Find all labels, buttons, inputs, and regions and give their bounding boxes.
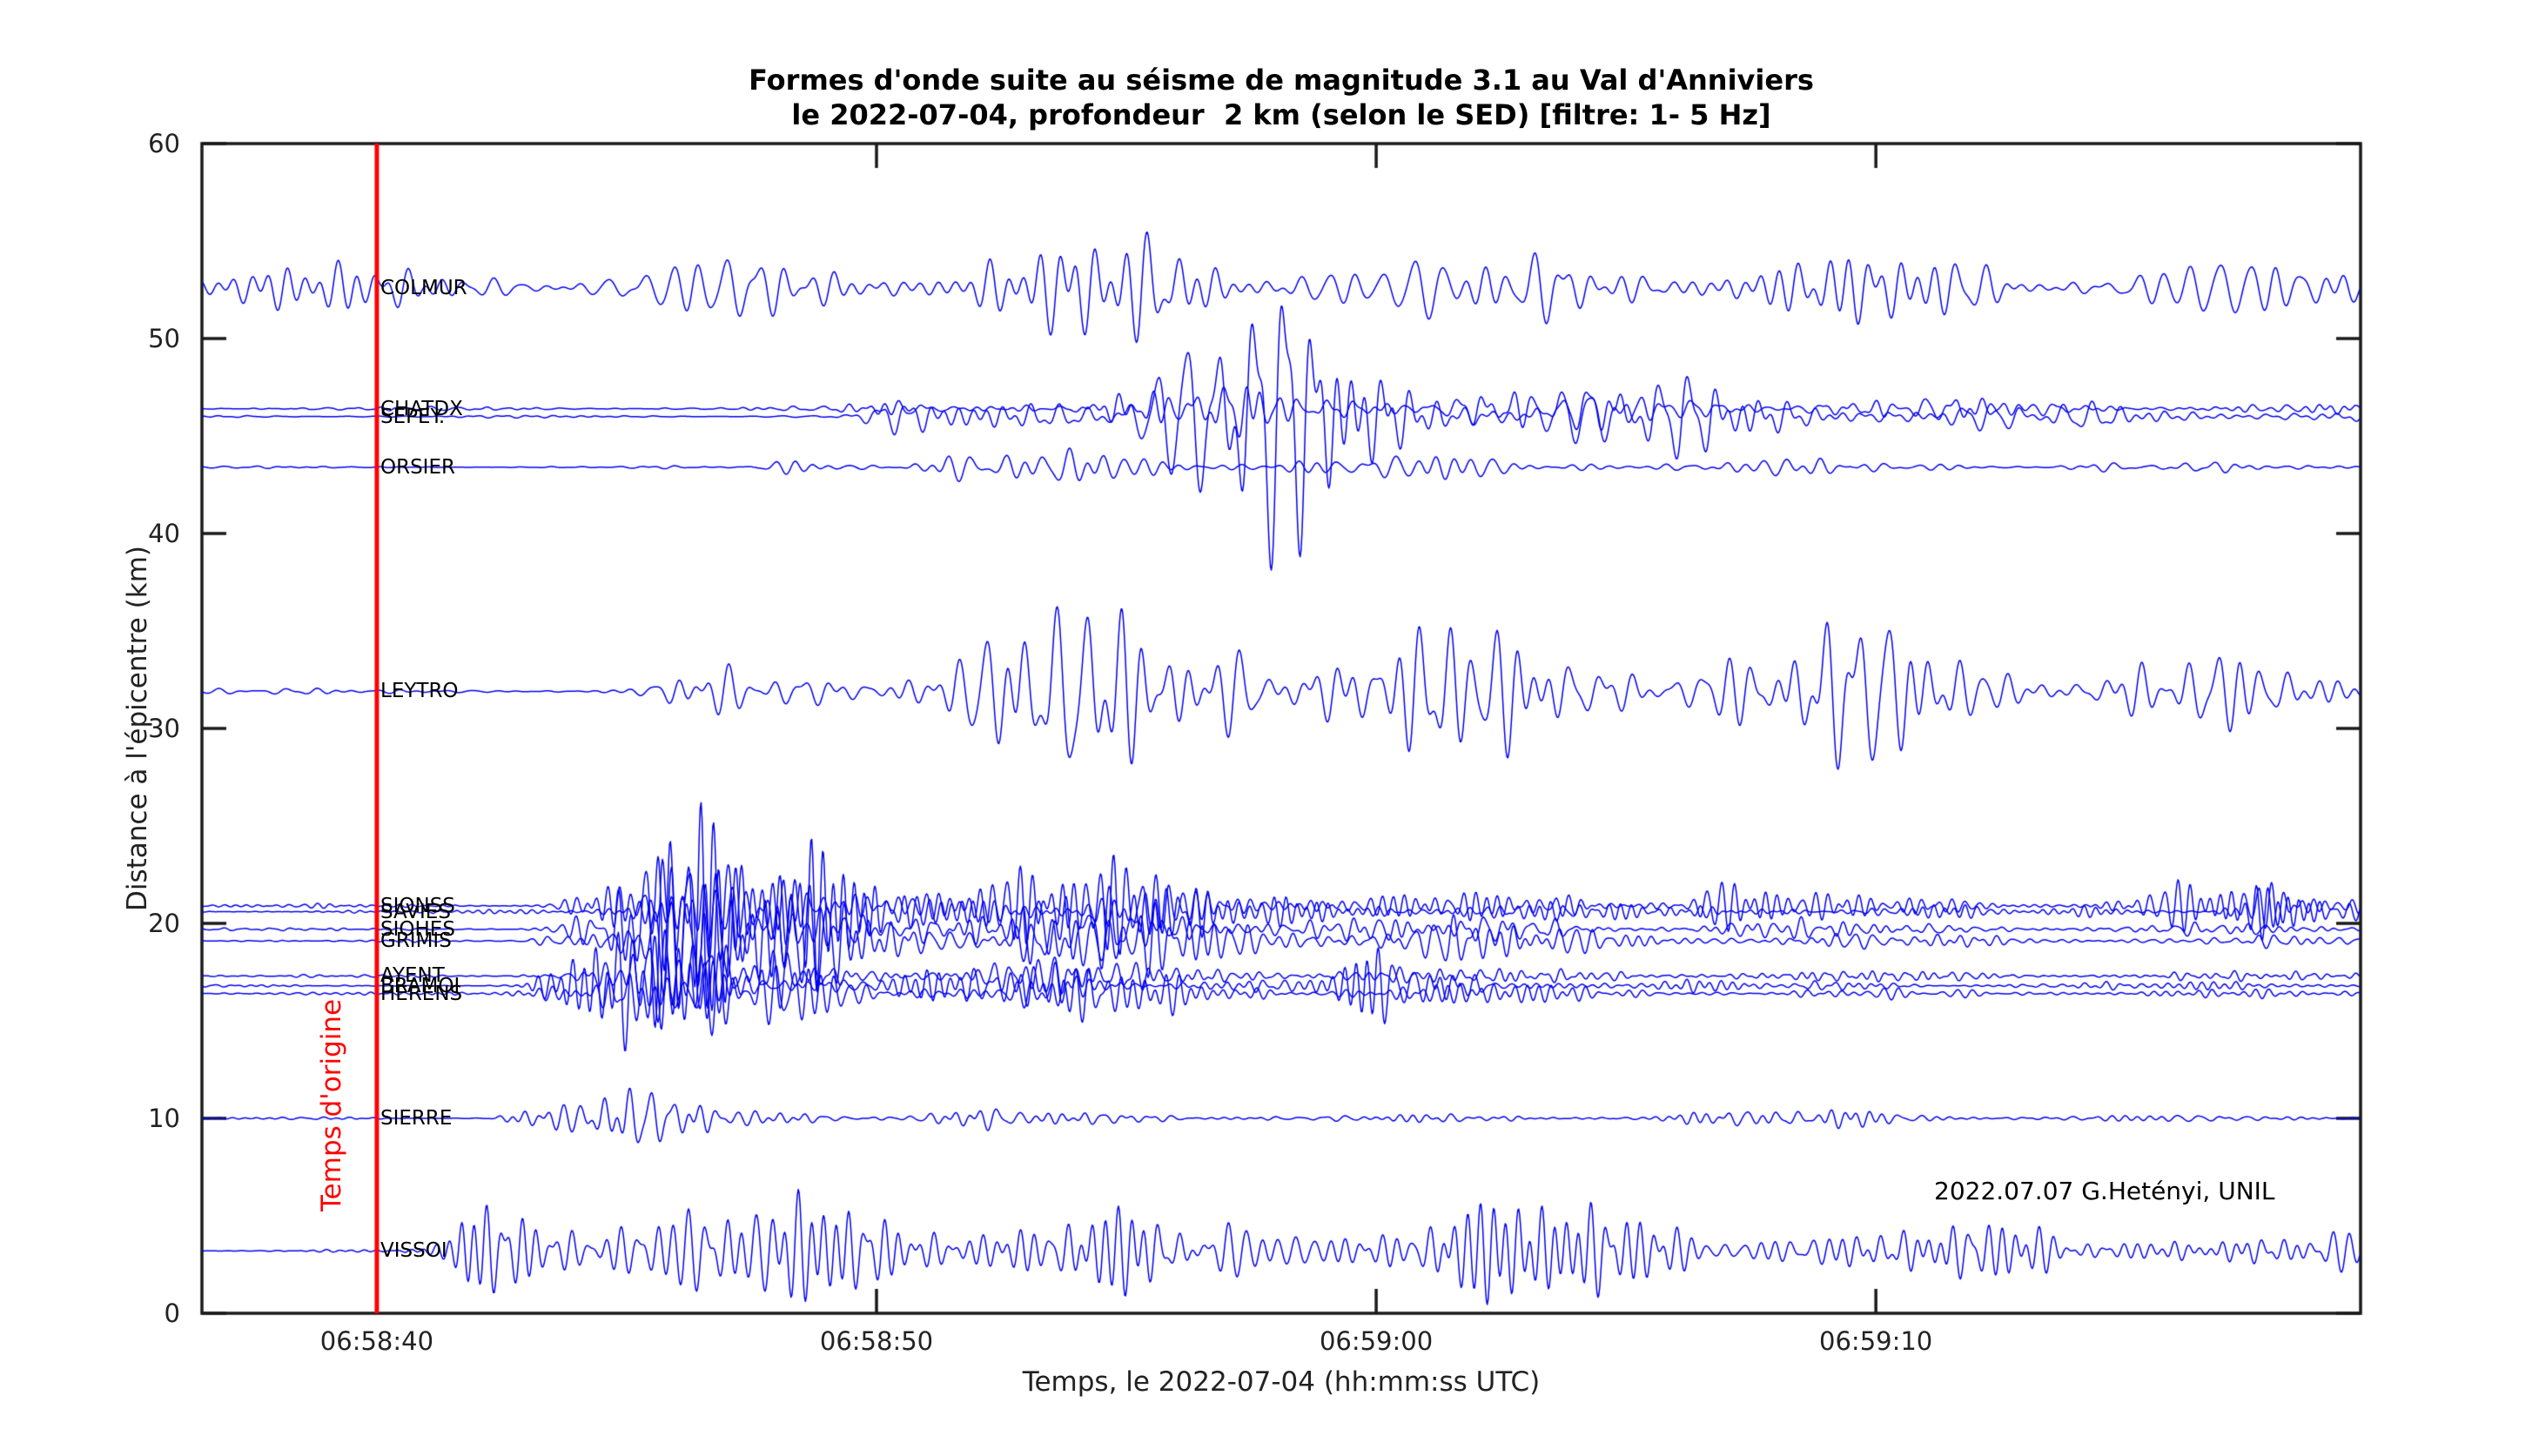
x-tick-label: 06:59:10 [1819, 1326, 1933, 1356]
station-label: CHATDX [380, 397, 463, 420]
station-label: SEPEY. [380, 405, 446, 428]
station-label: SIONSS [380, 894, 455, 917]
y-tick-label: 60 [148, 129, 180, 158]
station-label: BRAMOI [380, 974, 460, 997]
station-label: ORSIER [380, 455, 455, 479]
figure-title-line2: le 2022-07-04, profondeur 2 km (selon le… [791, 98, 1771, 131]
station-label: VISSOI [380, 1239, 447, 1263]
station-label: SIERRE [380, 1107, 453, 1130]
station-label: SAVIES [380, 900, 451, 923]
figure-title-line1: Formes d'onde suite au séisme de magnitu… [749, 64, 1814, 97]
station-label: AYENT [380, 964, 445, 988]
x-tick-label: 06:59:00 [1319, 1326, 1434, 1356]
x-tick-label: 06:58:40 [319, 1326, 434, 1356]
station-label: GRIMIS [380, 929, 452, 953]
station-label: SIOHES [380, 917, 455, 941]
x-axis-label: Temps, le 2022-07-04 (hh:mm:ss UTC) [1022, 1366, 1541, 1398]
attribution-text: 2022.07.07 G.Hetényi, UNIL [1934, 1177, 2275, 1205]
y-tick-label: 0 [164, 1298, 180, 1328]
station-label: LEYTRO [380, 680, 459, 703]
x-tick-label: 06:58:50 [819, 1326, 934, 1356]
figure-title: Formes d'onde suite au séisme de magnitu… [202, 63, 2361, 132]
y-tick-label: 20 [148, 909, 180, 938]
y-tick-label: 40 [148, 519, 180, 548]
station-label: HERENS [380, 982, 463, 1005]
y-tick-label: 30 [148, 714, 180, 743]
origin-time-label: Temps d'origine [316, 998, 347, 1212]
station-label: COLMUR [380, 276, 467, 299]
y-tick-label: 10 [148, 1104, 180, 1133]
y-tick-label: 50 [148, 324, 180, 353]
